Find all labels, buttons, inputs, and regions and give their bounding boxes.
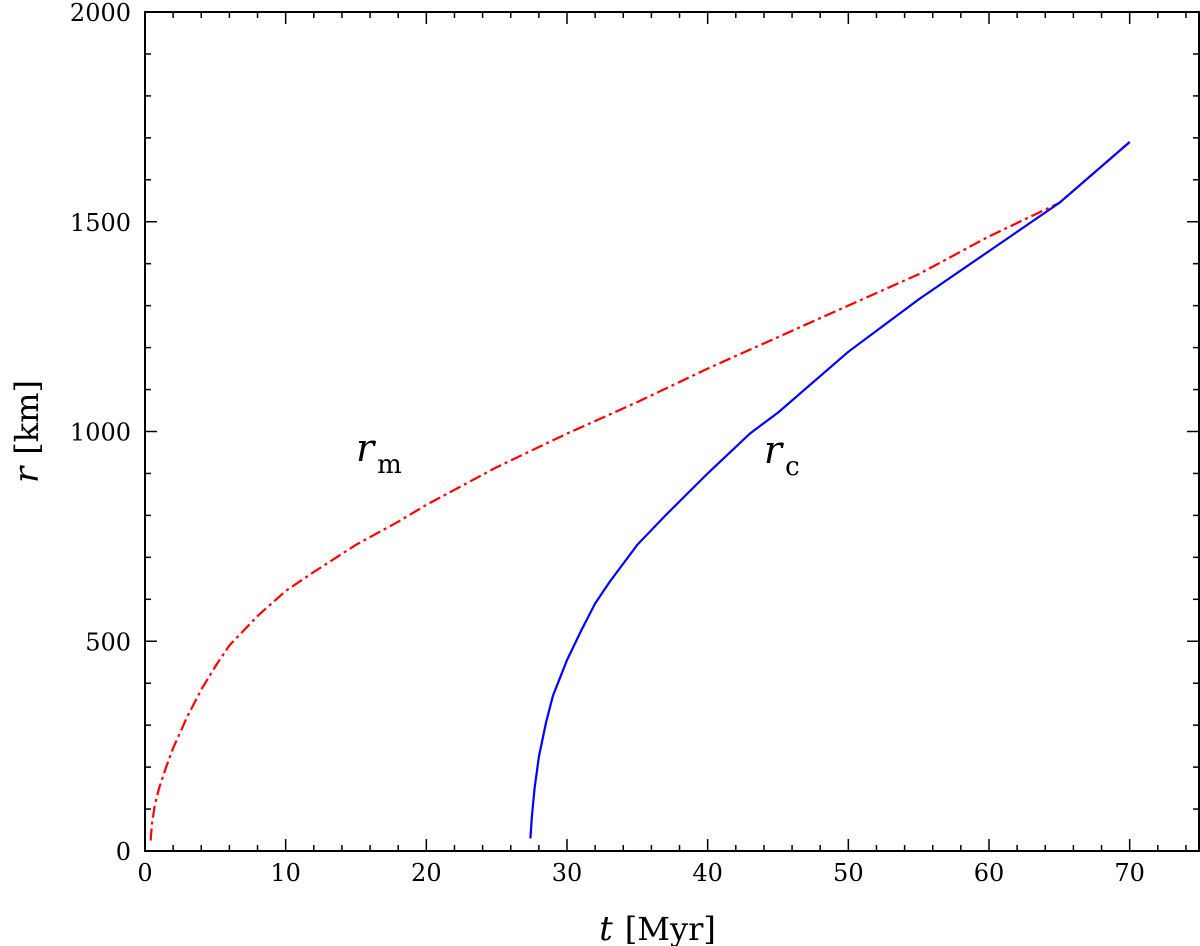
x-axis-label: t [Myr] [599,909,716,946]
x-tick-label: 0 [137,859,152,887]
series-label-symbol: r [356,426,377,470]
series-label-subscript: c [785,452,800,482]
y-tick-label: 0 [116,838,131,866]
series-label-subscript: m [377,450,402,480]
x-tick-label: 40 [692,859,723,887]
series-line-c [529,141,1131,839]
x-tick-label: 10 [270,859,301,887]
y-tick-label: 500 [85,628,131,656]
y-tick-label: 1500 [70,209,131,237]
y-axis-unit: [km] [8,380,46,455]
x-axis-unit: [Myr] [625,910,716,946]
series-label-symbol: r [764,428,785,472]
series-line-m [149,141,1131,841]
x-tick-label: 70 [1114,859,1145,887]
axis-ticks [144,11,1199,852]
x-tick-label: 60 [974,859,1005,887]
plot-frame [144,11,1200,852]
y-axis-symbol: r [7,465,47,483]
x-tick-label: 50 [833,859,864,887]
y-tick-label: 1000 [70,419,131,447]
x-tick-label: 20 [411,859,442,887]
tick-labels: 0 10 20 30 40 50 60 70 0 500 1000 1500 2000 [70,0,1145,887]
series-lines [149,141,1131,841]
y-axis-label: r [km] [7,380,47,483]
x-tick-label: 30 [552,859,583,887]
x-axis-symbol: t [599,909,613,946]
y-tick-label: 2000 [70,0,131,27]
